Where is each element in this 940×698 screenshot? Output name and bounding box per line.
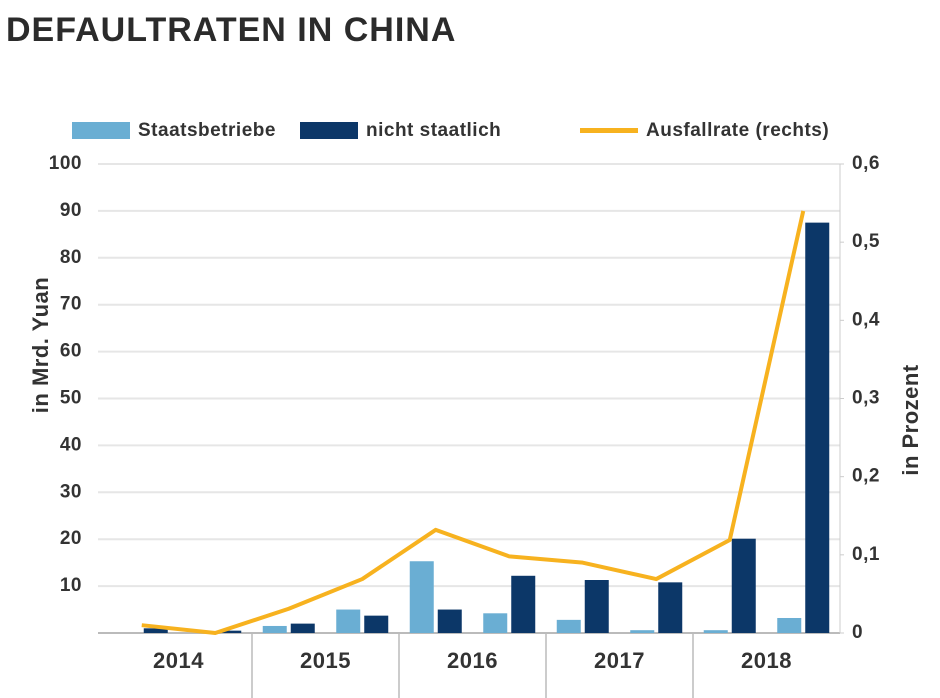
y-tick-label: 80 [60,247,82,268]
y2-tick-label: 0,1 [852,544,880,565]
bar [584,580,609,633]
legend-swatch [72,122,130,139]
bar [143,628,168,633]
bar [336,609,361,633]
y-tick-label: 40 [60,434,82,455]
bar [437,609,462,633]
y2-tick-label: 0,4 [852,309,880,330]
line [141,210,806,635]
y-tick-label: 100 [49,153,82,174]
legend-label: Ausfallrate (rechts) [646,120,829,141]
bar [262,625,287,633]
y-tick-label: 10 [60,575,82,596]
bar [364,615,389,633]
legend-label: nicht staatlich [366,120,501,141]
x-tick-label: 2018 [741,648,792,673]
y2-tick-label: 0 [852,622,863,643]
y-tick-label: 50 [60,388,82,409]
bar [777,617,802,633]
y-tick-label: 90 [60,200,82,221]
x-tick-label: 2017 [594,648,645,673]
legend-label: Staatsbetriebe [138,120,276,141]
bar [409,561,434,633]
y-tick-label: 30 [60,481,82,502]
bar [805,222,830,633]
y2-tick-label: 0,2 [852,466,880,487]
bar [556,619,581,633]
legend-swatch [580,128,638,133]
bar [511,575,536,633]
bar [630,630,655,633]
y-tick-label: 70 [60,294,82,315]
legend-swatch [300,122,358,139]
x-tick-label: 2014 [153,648,204,673]
y2-tick-label: 0,5 [852,231,880,252]
bar [217,630,242,633]
bar [483,613,508,633]
y-tick-label: 60 [60,341,82,362]
x-tick-label: 2015 [300,648,351,673]
bar [731,538,756,633]
bar [290,623,315,633]
y2-tick-label: 0,3 [852,388,880,409]
y-axis-label: in Mrd. Yuan [28,277,53,413]
x-tick-label: 2016 [447,648,498,673]
y2-axis-label: in Prozent [898,364,923,476]
bar [703,630,728,633]
y2-tick-label: 0,6 [852,153,880,174]
bar [658,582,683,633]
chart-title: DEFAULTRATEN IN CHINA [6,11,456,49]
y-tick-label: 20 [60,528,82,549]
